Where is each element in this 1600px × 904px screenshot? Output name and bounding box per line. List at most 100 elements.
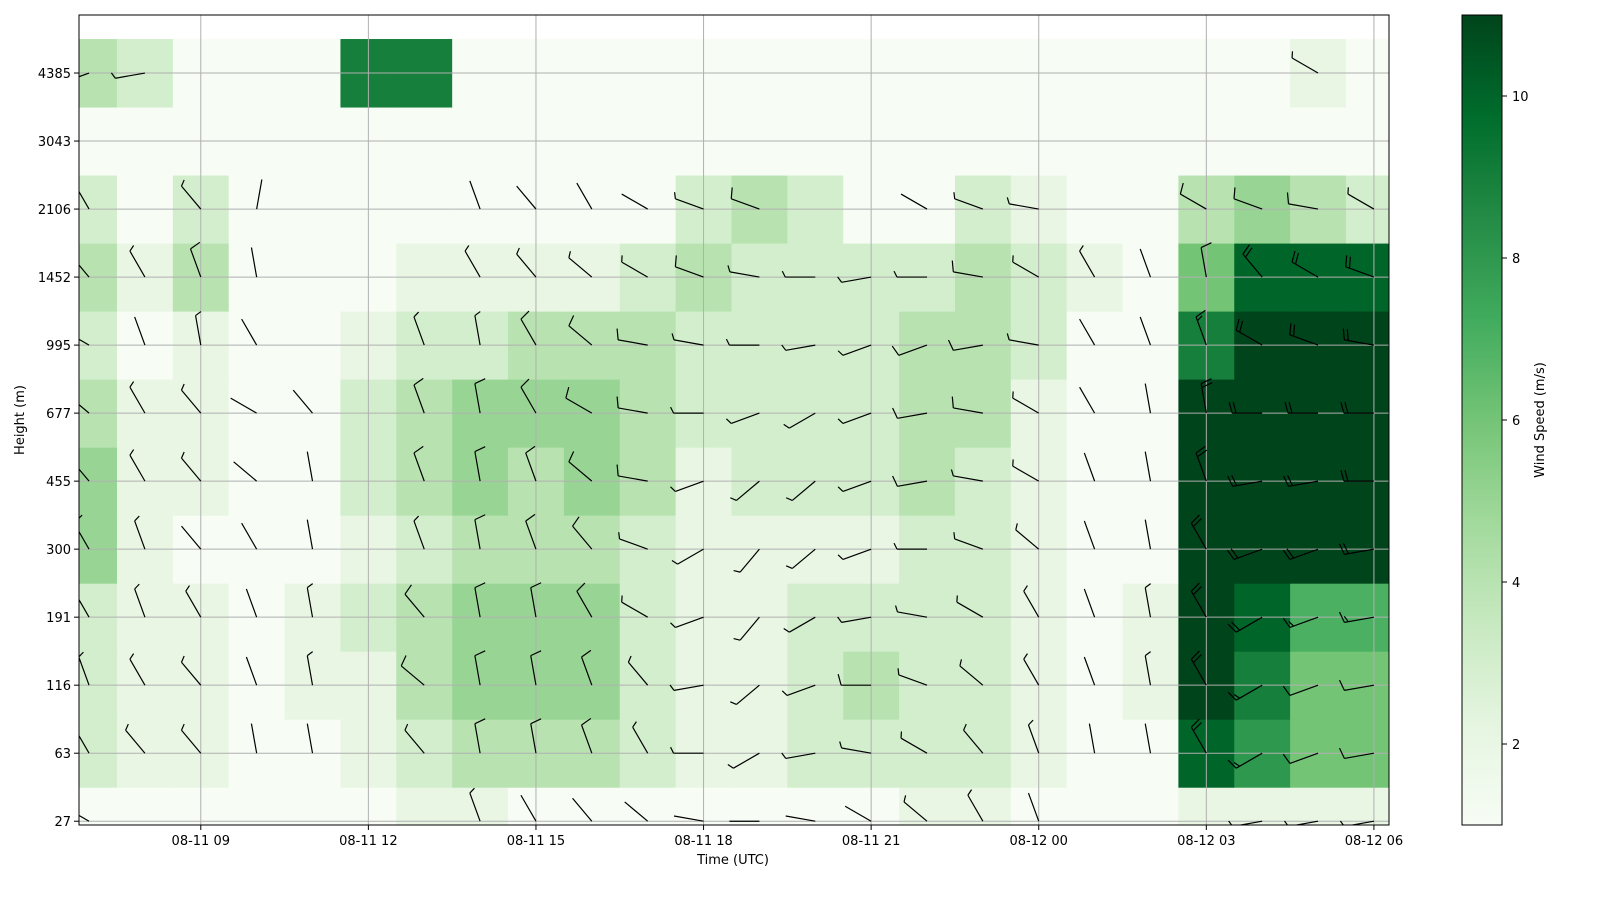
wind-barb xyxy=(306,583,314,618)
wind-barb xyxy=(1291,51,1319,74)
wind-barb xyxy=(783,412,816,429)
wind-barb xyxy=(837,412,872,424)
wind-barb xyxy=(474,378,486,414)
wind-barb xyxy=(837,276,872,283)
wind-barb xyxy=(404,723,425,754)
wind-barb xyxy=(79,403,90,414)
wind-barb xyxy=(194,311,202,346)
wind-barb xyxy=(568,315,593,346)
wind-barb xyxy=(1289,323,1319,346)
wind-barb xyxy=(413,311,425,346)
wind-barb xyxy=(306,723,314,754)
colorbar-tick-label: 8 xyxy=(1512,252,1520,267)
heatmap-cell xyxy=(284,787,341,825)
wind-barb xyxy=(1282,548,1319,560)
x-tick-label: 08-11 12 xyxy=(339,834,397,849)
wind-barb xyxy=(79,338,90,346)
wind-barb xyxy=(892,407,928,419)
wind-barb xyxy=(900,193,928,210)
wind-barb xyxy=(1233,187,1263,210)
wind-barb xyxy=(474,718,486,754)
wind-barb xyxy=(520,310,537,346)
wind-barb xyxy=(1083,452,1096,482)
wind-barb xyxy=(1282,616,1319,628)
wind-barb xyxy=(306,651,314,686)
wind-barb xyxy=(1027,792,1040,822)
wind-barb xyxy=(1088,723,1096,754)
wind-barb xyxy=(474,650,486,686)
wind-barb xyxy=(1284,820,1319,825)
wind-barb xyxy=(180,383,202,414)
wind-barb xyxy=(783,616,816,633)
wind-barb xyxy=(1228,820,1263,825)
wind-barb xyxy=(129,381,146,414)
wind-barb xyxy=(1227,684,1263,701)
heatmap xyxy=(79,39,1389,825)
wind-barb xyxy=(469,787,481,822)
wind-barb xyxy=(79,514,90,550)
y-tick-label: 2106 xyxy=(38,203,71,218)
wind-barb xyxy=(674,192,704,210)
wind-barb xyxy=(781,684,816,697)
wind-barb xyxy=(781,270,816,278)
wind-barb xyxy=(1340,401,1374,414)
wind-barb xyxy=(469,180,481,210)
wind-barb xyxy=(1190,514,1207,550)
heatmap-cell xyxy=(452,787,509,825)
wind-barb xyxy=(250,247,258,278)
x-tick-label: 08-12 00 xyxy=(1010,834,1068,849)
wind-barb xyxy=(1079,318,1096,346)
wind-barb xyxy=(1338,679,1375,691)
wind-barb xyxy=(621,193,648,210)
wind-barb xyxy=(727,752,760,769)
wind-barb xyxy=(180,451,202,482)
wind-barb xyxy=(400,655,425,686)
wind-barb xyxy=(616,396,648,414)
wind-barb xyxy=(733,616,760,641)
wind-barb xyxy=(250,723,258,754)
wind-barb xyxy=(1144,451,1152,482)
wind-barb xyxy=(129,245,146,278)
wind-barb xyxy=(894,605,928,618)
wind-barb xyxy=(1291,250,1319,278)
wind-barb xyxy=(1227,616,1263,633)
wind-barb xyxy=(1015,523,1040,550)
wind-barb xyxy=(1345,255,1375,278)
wind-barb xyxy=(79,72,90,78)
wind-barb xyxy=(671,548,704,565)
wind-barb xyxy=(530,582,542,618)
wind-barb xyxy=(669,684,704,691)
wind-barb xyxy=(837,548,872,560)
wind-barb xyxy=(576,582,593,618)
wind-barb xyxy=(1139,316,1152,346)
wind-barb xyxy=(79,734,90,754)
wind-barb xyxy=(1083,656,1096,686)
wind-barb xyxy=(1340,469,1374,482)
wind-barb xyxy=(953,532,984,550)
wind-barb xyxy=(110,72,146,79)
wind-barb xyxy=(520,794,537,822)
y-tick-label: 300 xyxy=(46,543,71,558)
wind-barb xyxy=(632,721,649,754)
y-tick-label: 63 xyxy=(54,747,71,762)
wind-barb xyxy=(474,582,486,618)
x-axis-label: Time (UTC) xyxy=(696,853,769,868)
y-tick-label: 455 xyxy=(46,475,71,490)
wind-barb xyxy=(189,241,202,278)
wind-barb xyxy=(530,718,542,754)
wind-barb xyxy=(1284,401,1319,414)
y-tick-label: 27 xyxy=(54,815,71,830)
wind-barb xyxy=(530,650,542,686)
wind-barb xyxy=(1338,611,1375,623)
wind-barb xyxy=(1079,245,1096,278)
wind-barb xyxy=(621,255,648,278)
wind-barb xyxy=(670,616,704,628)
wind-barb xyxy=(568,451,593,482)
wind-barb xyxy=(413,515,425,550)
heatmap-cell xyxy=(787,787,844,825)
wind-barb xyxy=(1282,752,1319,765)
wind-barb xyxy=(951,396,983,414)
wind-barb xyxy=(1144,651,1152,686)
wind-barb xyxy=(79,190,90,210)
heatmap-cell xyxy=(116,787,174,825)
